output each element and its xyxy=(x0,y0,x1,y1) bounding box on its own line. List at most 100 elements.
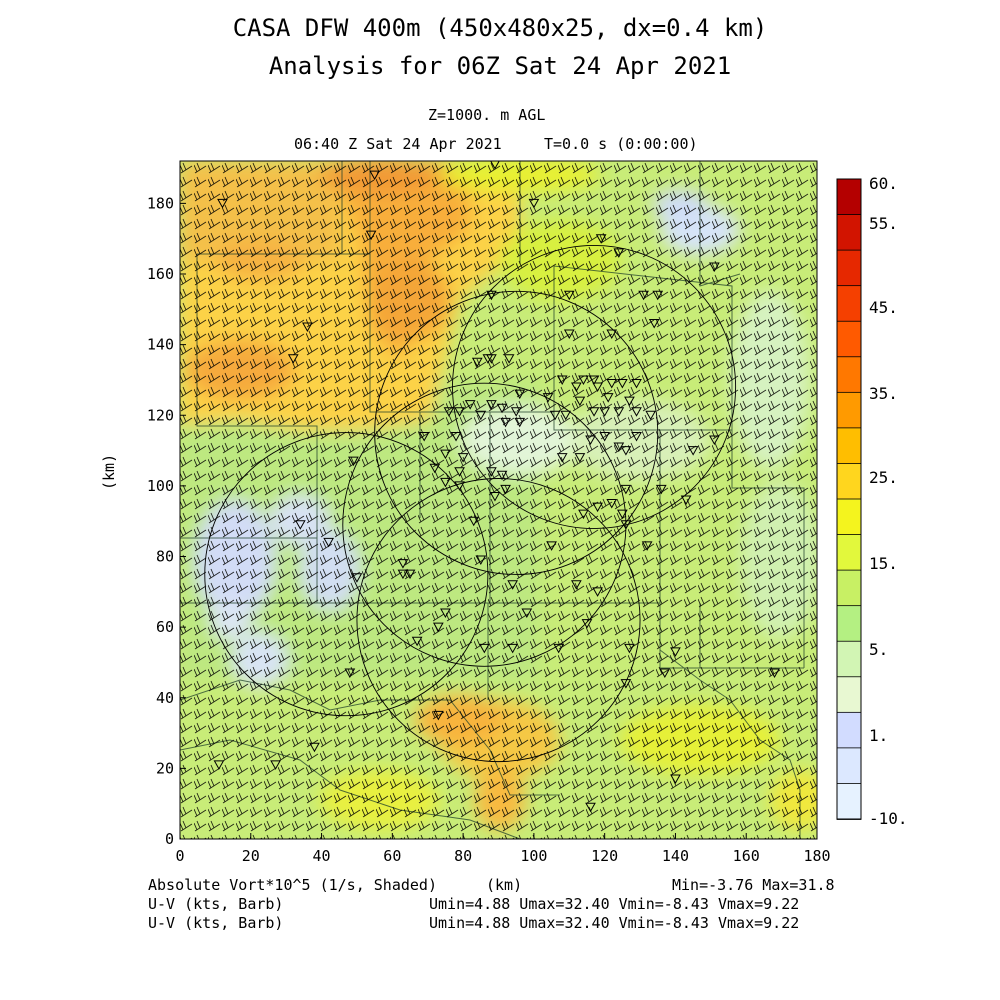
colorbar-label: 15. xyxy=(869,554,898,573)
station-marker xyxy=(620,446,632,456)
station-marker xyxy=(655,484,667,495)
station-marker xyxy=(217,198,228,209)
station-markers xyxy=(213,161,780,813)
station-marker xyxy=(496,470,508,481)
station-marker xyxy=(769,668,780,679)
station-marker xyxy=(287,354,299,364)
station-marker xyxy=(560,410,572,421)
title-line-1: CASA DFW 400m (450x480x25, dx=0.4 km) xyxy=(232,14,768,42)
station-marker xyxy=(641,541,653,551)
y-tick-label: 160 xyxy=(147,265,174,283)
valid-time-label: 06:40 Z Sat 24 Apr 2021 xyxy=(294,135,502,153)
footer-barb-label-2: U-V (kts, Barb) xyxy=(148,914,284,932)
station-marker xyxy=(581,619,593,629)
station-marker xyxy=(486,400,497,410)
station-marker xyxy=(709,435,720,445)
station-marker xyxy=(443,407,455,417)
station-marker xyxy=(588,375,600,385)
station-marker xyxy=(454,481,465,491)
station-marker xyxy=(500,417,511,428)
station-marker xyxy=(556,453,568,463)
station-marker xyxy=(471,357,483,368)
station-marker xyxy=(397,569,409,580)
colorbar-label: 35. xyxy=(869,384,898,403)
station-marker xyxy=(475,410,487,421)
footer-uv-range-1: Umin=4.88 Umax=32.40 Vmin=-8.43 Vmax=9.2… xyxy=(429,895,800,913)
station-marker xyxy=(514,389,526,400)
x-tick-label: 160 xyxy=(733,847,760,865)
station-marker xyxy=(652,290,664,301)
station-marker xyxy=(404,569,416,580)
station-marker xyxy=(563,329,575,340)
station-marker xyxy=(670,647,681,657)
station-marker xyxy=(638,290,649,301)
y-tick-label: 180 xyxy=(147,194,174,212)
station-marker xyxy=(344,668,356,679)
station-marker xyxy=(578,375,589,385)
colorbar-label: 60. xyxy=(869,174,898,193)
x-tick-label: 40 xyxy=(313,847,331,865)
station-marker xyxy=(670,774,681,784)
title-line-2: Analysis for 06Z Sat 24 Apr 2021 xyxy=(268,52,732,80)
x-tick-label: 60 xyxy=(383,847,401,865)
level-label: Z=1000. m AGL xyxy=(428,106,546,124)
station-marker xyxy=(592,382,603,393)
station-marker xyxy=(602,393,614,403)
colorbar-label: 45. xyxy=(869,298,898,317)
colorbar-swatch xyxy=(836,569,862,607)
station-marker xyxy=(620,520,632,530)
x-tick-label: 120 xyxy=(591,847,618,865)
station-marker xyxy=(588,407,600,417)
station-marker xyxy=(500,484,511,495)
station-marker xyxy=(599,431,611,442)
station-marker xyxy=(574,453,586,463)
footer-x-axis-label: (km) xyxy=(486,876,523,894)
station-marker xyxy=(454,467,465,477)
station-marker xyxy=(645,410,657,421)
station-marker xyxy=(709,262,720,272)
wind-barbs xyxy=(180,161,817,839)
station-marker xyxy=(440,608,451,619)
colorbar-swatch xyxy=(836,605,862,643)
station-marker xyxy=(613,442,625,453)
station-marker xyxy=(365,230,377,241)
station-marker xyxy=(648,318,660,329)
station-marker xyxy=(617,378,628,389)
colorbar-swatch xyxy=(836,356,862,394)
colorbar-swatch xyxy=(836,711,862,749)
footer-minmax: Min=-3.76 Max=31.8 xyxy=(672,876,835,894)
x-tick-label: 140 xyxy=(662,847,689,865)
station-marker xyxy=(489,491,501,502)
station-marker xyxy=(411,636,423,647)
footer-uv-range-2: Umin=4.88 Umax=32.40 Vmin=-8.43 Vmax=9.2… xyxy=(429,914,800,932)
station-marker xyxy=(613,248,625,258)
station-marker xyxy=(507,580,519,590)
station-marker xyxy=(478,643,490,654)
station-marker xyxy=(606,329,618,340)
station-marker xyxy=(620,679,632,689)
y-axis: 0 20 40 60 80 100 120 140 160 180 xyxy=(147,194,186,848)
station-marker xyxy=(620,484,632,495)
station-marker xyxy=(486,354,497,364)
y-tick-label: 120 xyxy=(147,406,174,424)
station-marker xyxy=(599,407,611,417)
station-marker xyxy=(496,403,508,414)
station-marker xyxy=(592,587,603,597)
colorbar-swatch xyxy=(836,747,862,785)
station-marker xyxy=(490,161,500,170)
station-marker xyxy=(542,393,554,403)
radar-range-ring xyxy=(356,478,641,763)
colorbar-label: 25. xyxy=(869,468,898,487)
station-marker xyxy=(631,431,642,442)
station-marker xyxy=(606,499,618,509)
x-tick-label: 20 xyxy=(242,847,260,865)
colorbar-swatch xyxy=(836,676,862,714)
station-marker xyxy=(563,290,575,301)
radar-range-ring xyxy=(204,432,489,717)
station-marker xyxy=(468,516,480,527)
station-marker xyxy=(440,449,451,460)
station-marker xyxy=(571,580,582,590)
colorbar-label: 55. xyxy=(869,214,898,233)
y-tick-label: 60 xyxy=(156,618,174,636)
